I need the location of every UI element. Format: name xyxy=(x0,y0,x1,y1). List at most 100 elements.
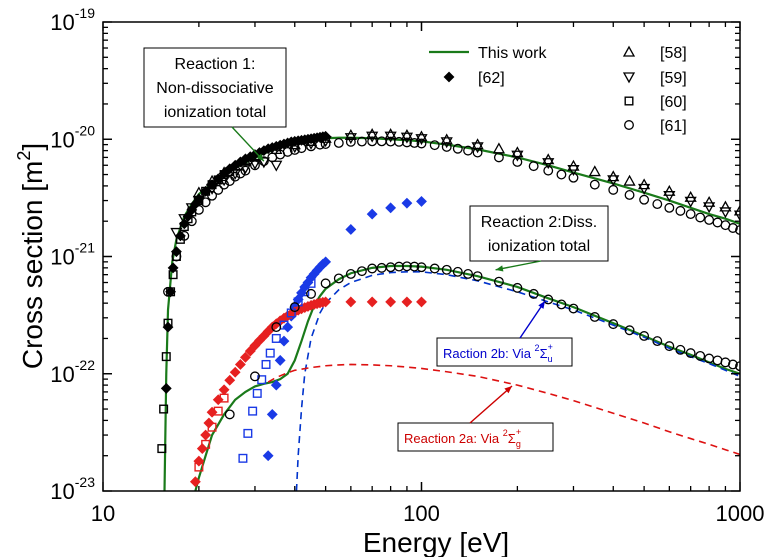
data-point-r61_diss xyxy=(685,348,696,359)
series-r61_diss xyxy=(224,261,740,420)
y-axis-title-main: Cross section [m xyxy=(17,161,48,370)
series-r60_red xyxy=(194,393,229,472)
data-point-r62_red xyxy=(224,374,236,386)
data-point-r61_diss xyxy=(429,263,440,274)
data-point-r61_diss xyxy=(675,344,686,355)
data-point-r60_blue xyxy=(243,428,253,438)
data-point-r59 xyxy=(384,131,397,143)
data-point-r61 xyxy=(624,189,635,200)
data-point-r59 xyxy=(733,210,740,222)
y-axis-title-end: ] xyxy=(17,143,48,151)
data-point-r61 xyxy=(463,145,473,156)
data-point-r61 xyxy=(493,152,504,163)
series-r2_total xyxy=(194,264,740,491)
data-point-r61_diss xyxy=(345,268,356,279)
annotation-text: Raction 2b: Via 2Σu+ xyxy=(443,342,553,364)
legend-entry-r58: [58] xyxy=(622,45,687,62)
data-point-r59 xyxy=(239,163,252,175)
data-point-r60 xyxy=(213,175,223,185)
data-point-r59 xyxy=(542,158,555,170)
data-point-r62_red xyxy=(345,296,357,308)
data-point-r59 xyxy=(703,202,716,214)
data-point-r59 xyxy=(270,160,283,172)
data-point-r61 xyxy=(171,251,182,262)
legend-label: [60] xyxy=(660,94,687,111)
data-point-r60 xyxy=(161,352,171,362)
data-point-r58 xyxy=(239,154,252,166)
data-point-r61 xyxy=(664,202,675,213)
data-point-r61 xyxy=(250,160,260,171)
legend-marker xyxy=(624,120,634,130)
data-point-r61 xyxy=(200,197,211,208)
legend-marker xyxy=(624,96,634,106)
annotation-reaction1: Reaction 1: Non-dissociative ionization to… xyxy=(143,47,287,162)
data-point-r60 xyxy=(163,318,173,328)
annotation-arrow xyxy=(519,300,546,339)
legend-label: [61] xyxy=(660,118,687,135)
y-tick-label: 10-22 xyxy=(50,357,95,387)
data-point-r60_blue xyxy=(261,359,271,369)
data-point-r61 xyxy=(240,165,251,176)
y-tick-label: 10-23 xyxy=(50,474,95,504)
annotation-arrowhead xyxy=(538,301,545,309)
data-point-r61_diss xyxy=(528,288,539,299)
y-tick-label: 10-19 xyxy=(50,5,95,35)
data-point-r62_red xyxy=(401,296,413,308)
data-point-r59 xyxy=(684,196,697,208)
series-r2a xyxy=(267,363,740,456)
series-line-r2b xyxy=(295,271,740,491)
data-point-r61 xyxy=(356,136,367,147)
data-point-r59 xyxy=(440,137,453,149)
legend-label: This work xyxy=(478,45,547,62)
data-point-r61 xyxy=(230,171,241,182)
data-point-r61_diss xyxy=(401,261,412,272)
data-point-r58 xyxy=(304,134,318,146)
legend-label: [58] xyxy=(660,45,687,62)
legend-label: [59] xyxy=(660,70,687,87)
data-point-r62_red xyxy=(234,359,246,370)
data-point-r58 xyxy=(400,128,414,140)
data-point-r61 xyxy=(207,190,218,201)
data-point-r61_diss xyxy=(639,331,650,341)
legend-entry-r62: [62] xyxy=(443,70,505,87)
data-point-r60 xyxy=(168,270,178,280)
data-point-r61 xyxy=(320,139,331,150)
data-point-r61 xyxy=(296,143,307,154)
data-point-r59 xyxy=(471,142,484,154)
data-point-r61_diss xyxy=(250,371,260,382)
data-point-r61_diss xyxy=(589,312,600,322)
data-point-r58 xyxy=(384,128,397,140)
data-point-r61_diss xyxy=(735,361,740,372)
data-point-r61 xyxy=(258,156,269,167)
data-point-r61 xyxy=(401,137,412,148)
data-point-r60_blue xyxy=(271,333,281,343)
data-point-r62_blue xyxy=(416,195,427,207)
data-point-r60 xyxy=(159,404,169,414)
data-point-r59 xyxy=(248,158,262,170)
data-point-r60_red xyxy=(207,422,217,432)
data-point-r58 xyxy=(733,204,740,216)
data-point-r61_diss xyxy=(608,319,619,330)
annotation-arrow xyxy=(495,260,542,271)
data-point-r59 xyxy=(663,191,676,203)
legend-marker xyxy=(622,72,636,84)
annotation-reaction2: Reaction 2:Diss. ionization total xyxy=(469,205,609,272)
data-point-r59 xyxy=(257,157,270,169)
data-point-r58 xyxy=(623,174,636,186)
annotation-text: Reaction 2:Diss. xyxy=(481,214,598,231)
data-point-r59 xyxy=(607,175,620,187)
data-point-r59 xyxy=(229,168,242,180)
data-point-r60_red xyxy=(201,439,211,449)
data-point-r61 xyxy=(441,141,452,152)
data-point-r62_blue xyxy=(345,224,357,235)
data-point-r61_diss xyxy=(289,302,300,313)
data-point-r59 xyxy=(366,131,379,143)
data-point-r61 xyxy=(528,161,539,172)
data-point-r61 xyxy=(704,214,715,225)
data-point-r62_red xyxy=(366,296,378,308)
data-point-r61_diss xyxy=(452,266,463,277)
data-point-r60_blue xyxy=(293,297,303,307)
data-point-r61 xyxy=(652,199,663,210)
x-tick-label: 10 xyxy=(91,501,115,526)
